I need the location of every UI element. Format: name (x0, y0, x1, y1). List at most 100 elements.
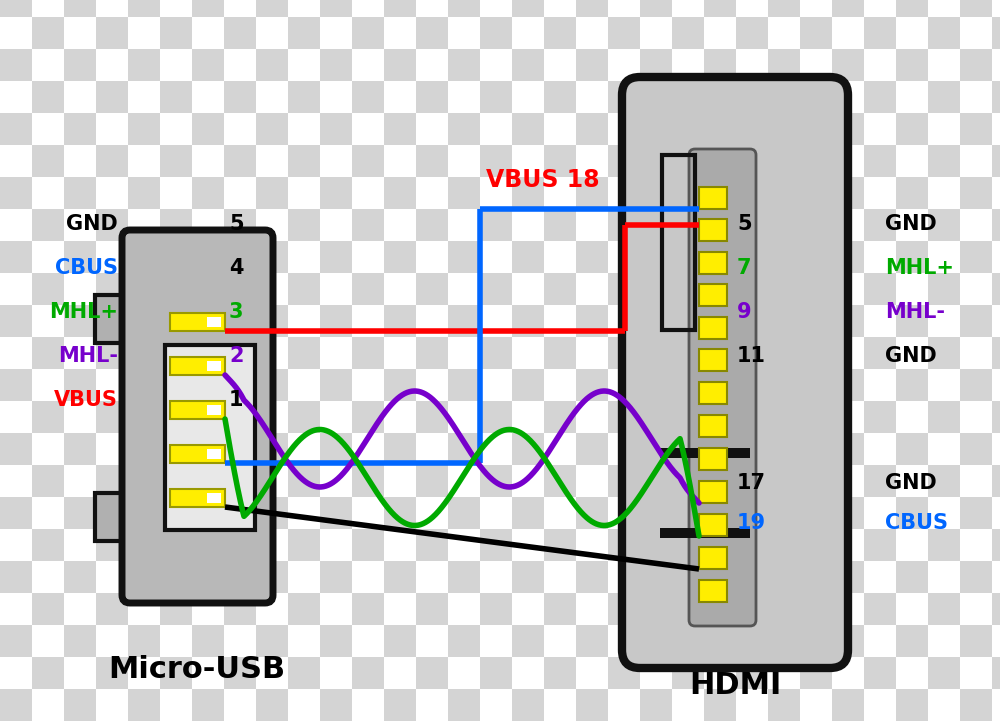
Bar (544, 689, 576, 721)
Bar (640, 81, 672, 113)
Bar (768, 529, 800, 561)
Bar (832, 529, 864, 561)
Bar (512, 561, 544, 593)
Bar (480, 625, 512, 657)
Bar (288, 465, 320, 497)
Bar (992, 0, 1000, 17)
Bar (608, 305, 640, 337)
Text: GND: GND (885, 214, 937, 234)
Bar (928, 17, 960, 49)
Bar (864, 689, 896, 721)
Bar (800, 113, 832, 145)
Bar (832, 497, 864, 529)
Bar (608, 81, 640, 113)
Bar (768, 433, 800, 465)
Bar (64, 465, 96, 497)
Bar (512, 657, 544, 689)
Bar (128, 689, 160, 721)
Bar (0, 401, 32, 433)
Bar (864, 593, 896, 625)
Bar (576, 113, 608, 145)
Bar (64, 273, 96, 305)
Bar (448, 657, 480, 689)
Bar (896, 497, 928, 529)
Bar (704, 209, 736, 241)
Bar (672, 273, 704, 305)
Bar (64, 145, 96, 177)
Bar (207, 361, 221, 371)
Bar (416, 689, 448, 721)
Bar (512, 529, 544, 561)
Bar (544, 561, 576, 593)
Bar (928, 529, 960, 561)
Bar (224, 113, 256, 145)
Bar (864, 369, 896, 401)
Text: VBUS: VBUS (54, 390, 118, 410)
Bar (448, 433, 480, 465)
Bar (704, 113, 736, 145)
Bar (384, 529, 416, 561)
Bar (832, 433, 864, 465)
Bar (704, 465, 736, 497)
Bar (699, 448, 727, 470)
Text: 2: 2 (229, 346, 244, 366)
Bar (170, 445, 225, 463)
Bar (672, 689, 704, 721)
Bar (896, 529, 928, 561)
Bar (32, 497, 64, 529)
Bar (864, 145, 896, 177)
Bar (992, 369, 1000, 401)
Bar (960, 561, 992, 593)
Bar (224, 209, 256, 241)
Bar (352, 113, 384, 145)
Bar (896, 561, 928, 593)
Bar (576, 209, 608, 241)
Bar (352, 337, 384, 369)
Bar (832, 337, 864, 369)
Bar (96, 17, 128, 49)
Bar (288, 561, 320, 593)
Bar (0, 561, 32, 593)
Bar (800, 465, 832, 497)
Bar (192, 305, 224, 337)
Bar (640, 177, 672, 209)
Bar (0, 593, 32, 625)
Bar (960, 81, 992, 113)
Bar (544, 241, 576, 273)
Bar (288, 497, 320, 529)
Text: 7: 7 (737, 258, 752, 278)
Bar (192, 49, 224, 81)
Bar (160, 657, 192, 689)
Bar (704, 241, 736, 273)
Bar (928, 0, 960, 17)
Bar (992, 145, 1000, 177)
FancyBboxPatch shape (622, 77, 848, 668)
Bar (288, 17, 320, 49)
Bar (256, 113, 288, 145)
Bar (352, 305, 384, 337)
Bar (192, 273, 224, 305)
Bar (0, 433, 32, 465)
Bar (64, 337, 96, 369)
Bar (768, 625, 800, 657)
Bar (736, 241, 768, 273)
Bar (320, 209, 352, 241)
Bar (160, 209, 192, 241)
Bar (480, 561, 512, 593)
Bar (207, 493, 221, 503)
Bar (64, 113, 96, 145)
Bar (640, 401, 672, 433)
Bar (864, 273, 896, 305)
Bar (662, 155, 695, 330)
FancyBboxPatch shape (122, 230, 273, 603)
Bar (160, 241, 192, 273)
Bar (95, 295, 138, 343)
Bar (864, 497, 896, 529)
Bar (768, 369, 800, 401)
Bar (640, 625, 672, 657)
Bar (128, 465, 160, 497)
Bar (928, 273, 960, 305)
Bar (0, 657, 32, 689)
Bar (672, 369, 704, 401)
Bar (640, 241, 672, 273)
